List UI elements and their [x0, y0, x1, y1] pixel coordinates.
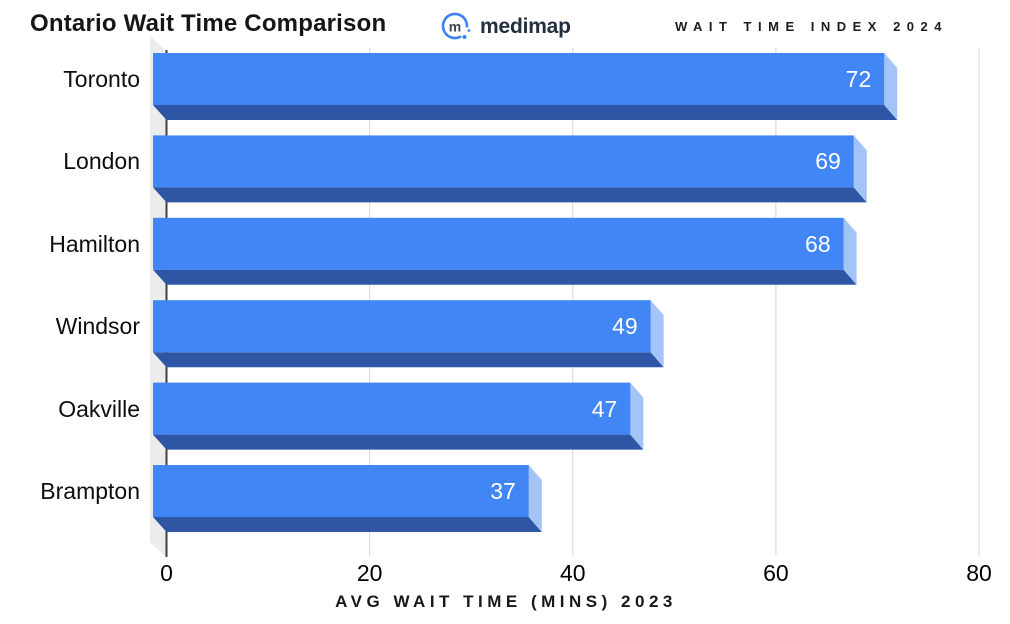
bar-bottom-face-toronto: [153, 105, 898, 120]
x-tick-label-20: 20: [356, 560, 383, 586]
bar-bottom-face-london: [153, 187, 867, 203]
bar-value-label-oakville: 47: [591, 395, 618, 422]
bar-side-face-london: [853, 135, 867, 203]
category-label-windsor: Windsor: [55, 313, 140, 340]
category-label-london: London: [63, 148, 140, 175]
bar-side-face-oakville: [630, 382, 644, 450]
bar-bottom-face-windsor: [153, 352, 664, 368]
bar-hamilton: [153, 217, 844, 270]
chart-title: Ontario Wait Time Comparison: [30, 10, 387, 37]
bar-brampton: [153, 465, 529, 517]
bar-value-label-toronto: 72: [845, 66, 872, 92]
bar-london: [153, 135, 854, 188]
bar-bottom-face-oakville: [153, 434, 644, 450]
bar-bottom-face-hamilton: [153, 269, 857, 285]
category-label-brampton: Brampton: [40, 478, 140, 504]
category-label-oakville: Oakville: [58, 395, 140, 422]
bar-bottom-face-brampton: [153, 517, 542, 532]
bar-windsor: [153, 300, 651, 353]
category-label-toronto: Toronto: [63, 66, 140, 92]
bar-toronto: [153, 53, 885, 105]
bar-side-face-toronto: [884, 53, 898, 120]
medimap-wordmark: medimap: [480, 15, 571, 38]
bar-oakville: [153, 382, 631, 435]
bar-value-label-windsor: 49: [612, 313, 638, 340]
medimap-logo-icon: m: [441, 12, 471, 40]
x-tick-label-0: 0: [160, 560, 173, 586]
x-tick-label-40: 40: [559, 560, 586, 586]
medimap-mark-letter: m: [449, 19, 461, 35]
x-axis-title: AVG WAIT TIME (MINS) 2023: [335, 592, 677, 611]
x-tick-label-60: 60: [763, 560, 789, 586]
bar-value-label-hamilton: 68: [805, 230, 831, 257]
bar-side-face-windsor: [650, 300, 664, 368]
category-label-hamilton: Hamilton: [49, 230, 140, 257]
bar-side-face-brampton: [528, 465, 542, 532]
medimap-logo: m medimap: [440, 11, 571, 43]
bar-value-label-london: 69: [815, 148, 841, 175]
bar-value-label-brampton: 37: [490, 478, 516, 504]
x-tick-label-80: 80: [966, 560, 992, 586]
bar-side-face-hamilton: [843, 217, 857, 285]
wait-time-index-label: WAIT TIME INDEX 2024: [674, 19, 948, 34]
